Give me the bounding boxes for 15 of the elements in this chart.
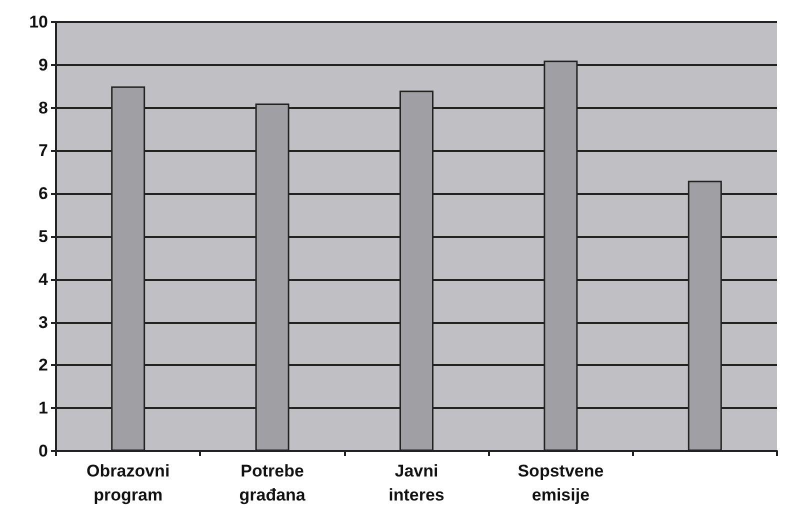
y-tick-label: 5	[38, 227, 48, 246]
y-tick-label: 3	[38, 312, 48, 332]
y-tick-label: 8	[38, 98, 48, 118]
y-tick-label: 7	[38, 141, 48, 160]
x-tick-label: Obrazovni program	[86, 462, 170, 504]
y-tick-label: 1	[38, 398, 48, 418]
y-tick-label: 4	[38, 270, 49, 289]
x-tick-label: Sopstvene emisije	[518, 462, 604, 504]
y-tick-label: 9	[38, 55, 48, 74]
y-tick-label: 0	[38, 442, 48, 460]
y-tick-label: 6	[38, 184, 48, 204]
y-tick-label: 10	[29, 12, 48, 32]
x-tick-label: Javni interes	[388, 462, 444, 504]
y-tick-label: 2	[38, 356, 48, 375]
x-tick-label: Potrebe građana	[239, 462, 306, 504]
